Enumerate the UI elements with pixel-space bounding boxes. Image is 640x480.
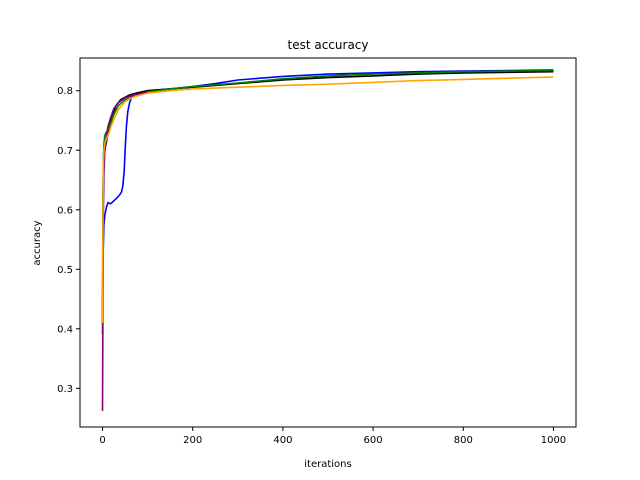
chart-title: test accuracy — [288, 38, 369, 52]
y-axis: 0.3 0.4 0.5 0.6 0.7 0.8 — [57, 86, 80, 395]
y-tick-label: 0.8 — [57, 86, 73, 97]
x-axis: 0 200 400 600 800 1000 — [99, 427, 566, 446]
x-tick-label: 400 — [273, 435, 292, 446]
x-tick-label: 1000 — [541, 435, 566, 446]
plot-frame — [79, 57, 577, 428]
x-tick-label: 200 — [183, 435, 202, 446]
y-axis-label: accuracy — [32, 220, 43, 265]
series-line-1 — [101, 69, 554, 323]
y-tick-label: 0.6 — [57, 205, 73, 216]
x-axis-label: iterations — [304, 459, 351, 470]
x-tick-label: 600 — [364, 435, 383, 446]
y-tick-label: 0.7 — [57, 146, 73, 157]
series-layer — [101, 69, 554, 411]
x-tick-label: 800 — [454, 435, 473, 446]
y-tick-label: 0.3 — [57, 384, 73, 395]
y-tick-label: 0.5 — [57, 265, 73, 276]
series-line-5 — [101, 76, 554, 323]
y-tick-label: 0.4 — [57, 324, 73, 335]
x-tick-label: 0 — [99, 435, 105, 446]
